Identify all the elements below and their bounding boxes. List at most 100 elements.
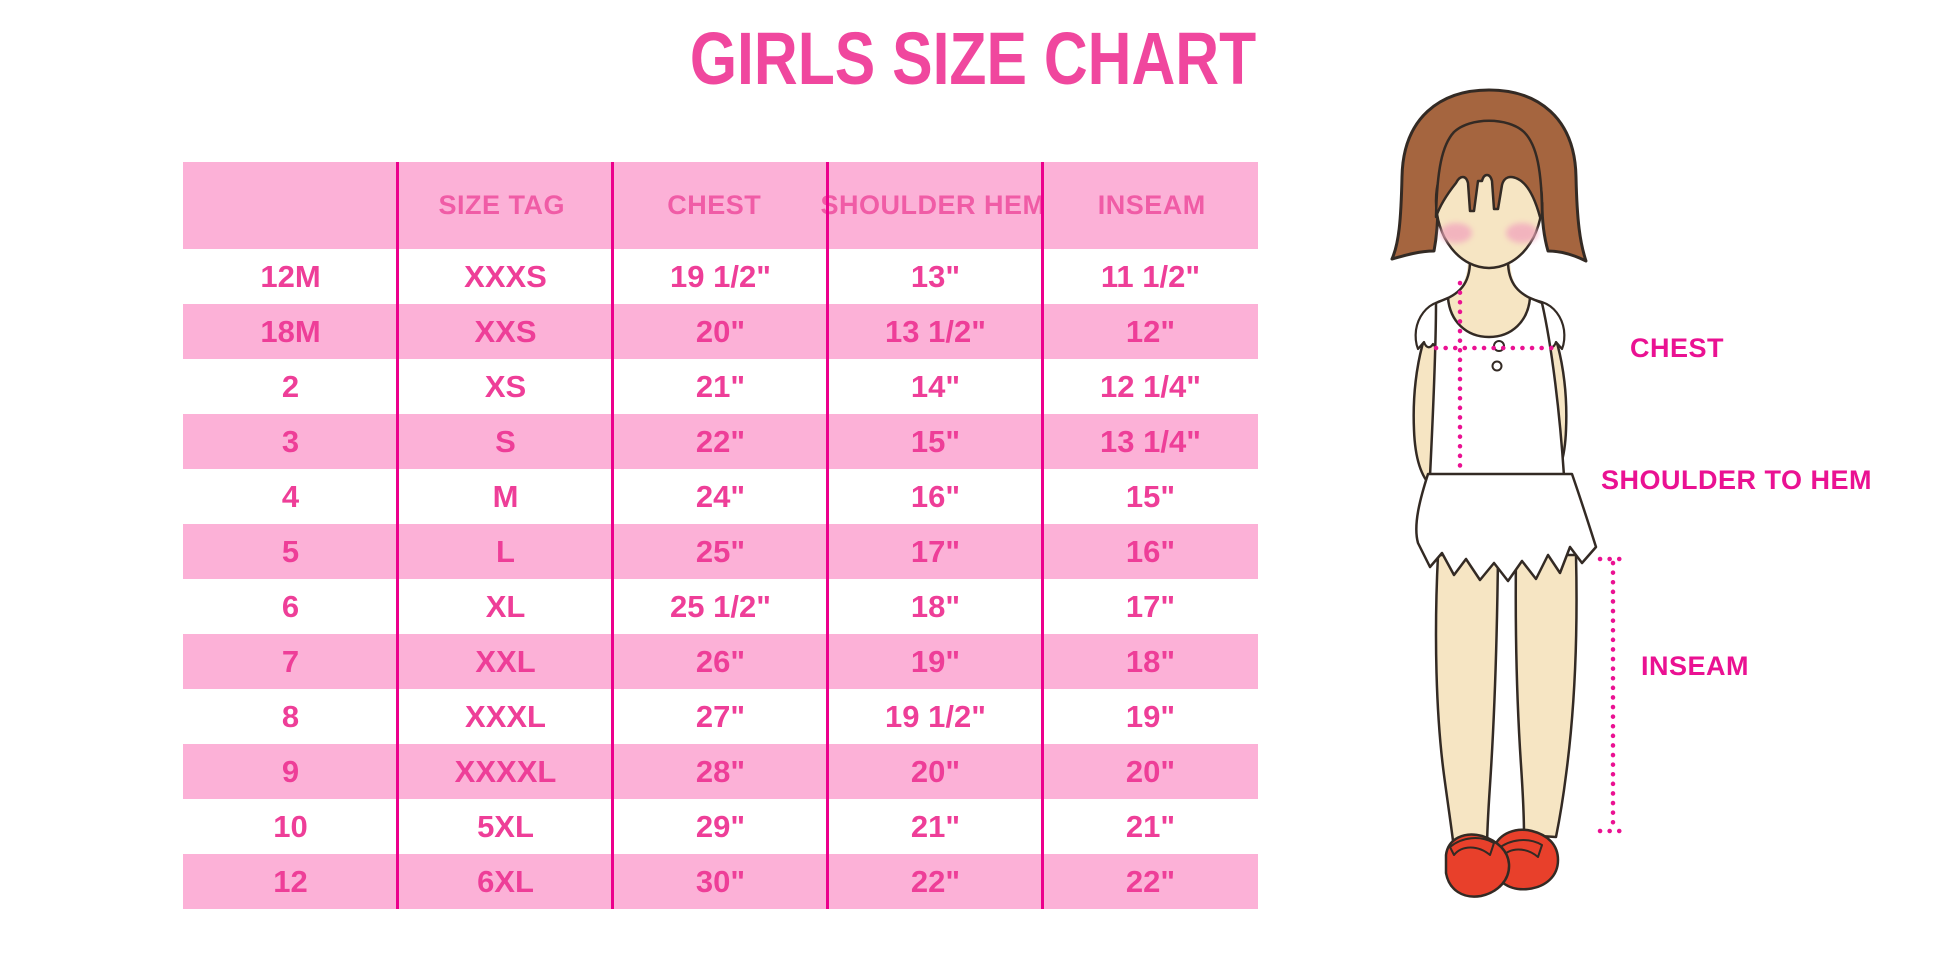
cell-chest: 30": [695, 863, 746, 899]
cell-size: 12M: [260, 258, 321, 294]
cell-inseam: 16": [1125, 533, 1176, 569]
cell-size-tag: 5XL: [477, 808, 534, 844]
cell-chest: 25": [695, 533, 746, 569]
table-row: 5 L 25" 17" 16": [183, 524, 1258, 579]
column-divider-1: [396, 162, 399, 909]
header-cell-shoulder-hem: SHOULDER HEM: [820, 190, 1046, 220]
cell-size: 2: [281, 368, 300, 404]
girl-leg-right: [1514, 553, 1578, 839]
cell-size-tag: XXXS: [464, 258, 547, 294]
cell-size: 18M: [260, 313, 321, 349]
table-row: 9 XXXXL 28" 20" 20": [183, 744, 1258, 799]
header-cell-inseam: INSEAM: [1097, 190, 1206, 220]
cell-size-tag: XS: [484, 368, 527, 404]
cell-inseam: 20": [1125, 753, 1176, 789]
table-body: 12M XXXS 19 1/2" 13" 11 1/2" 18M XXS 20" 13 1/2"…: [183, 249, 1258, 909]
cell-inseam: 13 1/4": [1100, 423, 1201, 459]
cell-size-tag: XL: [485, 588, 526, 624]
girl-blush-right: [1506, 223, 1538, 243]
table-row: 4 M 24" 16" 15": [183, 469, 1258, 524]
shoulder-to-hem-measure-label: SHOULDER TO HEM: [1601, 465, 1873, 495]
cell-chest: 19 1/2": [670, 258, 771, 294]
cell-size: 10: [273, 808, 308, 844]
cell-chest: 21": [695, 368, 746, 404]
cell-size: 12: [273, 863, 308, 899]
table-header-row: SIZE TAG CHEST SHOULDER HEM INSEAM: [183, 162, 1258, 249]
table-row: 12 6XL 30" 22" 22": [183, 854, 1258, 909]
header-cell-blank: [183, 162, 395, 249]
girl-top: [1428, 296, 1566, 478]
cell-chest: 29": [695, 808, 746, 844]
girl-illustration: [1390, 88, 1629, 898]
table-row: 8 XXXL 27" 19 1/2" 19": [183, 689, 1258, 744]
cell-chest: 24": [695, 478, 746, 514]
table-row: 12M XXXS 19 1/2" 13" 11 1/2": [183, 249, 1258, 304]
column-divider-2: [611, 162, 614, 909]
cell-size: 5: [281, 533, 300, 569]
girl-skirt: [1415, 472, 1598, 583]
cell-inseam: 18": [1125, 643, 1176, 679]
cell-shoulder-hem: 17": [910, 533, 961, 569]
inseam-measure-label: INSEAM: [1641, 651, 1750, 681]
table-row: 10 5XL 29" 21" 21": [183, 799, 1258, 854]
cell-size-tag: XXL: [475, 643, 536, 679]
table-row: 18M XXS 20" 13 1/2" 12": [183, 304, 1258, 359]
girl-leg-left: [1434, 553, 1500, 851]
cell-size-tag: XXXXL: [454, 753, 557, 789]
cell-shoulder-hem: 22": [910, 863, 961, 899]
cell-shoulder-hem: 19": [910, 643, 961, 679]
cell-size: 4: [281, 478, 300, 514]
cell-shoulder-hem: 16": [910, 478, 961, 514]
cell-chest: 28": [695, 753, 746, 789]
cell-inseam: 15": [1125, 478, 1176, 514]
cell-size-tag: S: [495, 423, 516, 459]
girl-bangs: [1434, 119, 1544, 219]
table-row: 2 XS 21" 14" 12 1/4": [183, 359, 1258, 414]
cell-shoulder-hem: 19 1/2": [885, 698, 986, 734]
cell-shoulder-hem: 21": [910, 808, 961, 844]
girl-shoe-right-strap: [1497, 839, 1543, 858]
cell-size: 9: [281, 753, 300, 789]
cell-chest: 20": [695, 313, 746, 349]
cell-shoulder-hem: 14": [910, 368, 961, 404]
chest-measure-label: CHEST: [1630, 333, 1725, 363]
cell-size-tag: 6XL: [477, 863, 534, 899]
cell-chest: 25 1/2": [670, 588, 771, 624]
cell-size-tag: L: [496, 533, 515, 569]
column-divider-3: [826, 162, 829, 909]
size-table: SIZE TAG CHEST SHOULDER HEM INSEAM 12M XX…: [183, 162, 1258, 909]
cell-inseam: 21": [1125, 808, 1176, 844]
cell-inseam: 11 1/2": [1100, 258, 1201, 294]
cell-size: 3: [281, 423, 300, 459]
girl-blush-left: [1440, 223, 1472, 243]
header-cell-chest: CHEST: [667, 190, 762, 220]
cell-inseam: 12 1/4": [1100, 368, 1201, 404]
girl-top-button-2: [1491, 360, 1503, 372]
cell-size-tag: M: [492, 478, 519, 514]
cell-size-tag: XXXL: [465, 698, 546, 734]
girl-neck: [1436, 257, 1542, 343]
cell-size: 7: [281, 643, 300, 679]
cell-chest: 26": [695, 643, 746, 679]
cell-inseam: 12": [1125, 313, 1176, 349]
cell-chest: 22": [695, 423, 746, 459]
cell-size: 8: [281, 698, 300, 734]
cell-size: 6: [281, 588, 300, 624]
table-row: 6 XL 25 1/2" 18" 17": [183, 579, 1258, 634]
cell-shoulder-hem: 13": [910, 258, 961, 294]
column-divider-4: [1041, 162, 1044, 909]
cell-inseam: 22": [1125, 863, 1176, 899]
cell-shoulder-hem: 13 1/2": [885, 313, 986, 349]
cell-inseam: 17": [1125, 588, 1176, 624]
cell-chest: 27": [695, 698, 746, 734]
cell-shoulder-hem: 20": [910, 753, 961, 789]
girl-shoe-left-strap: [1449, 837, 1495, 856]
cell-size-tag: XXS: [474, 313, 537, 349]
table-row: 7 XXL 26" 19" 18": [183, 634, 1258, 689]
cell-inseam: 19": [1125, 698, 1176, 734]
cell-shoulder-hem: 15": [910, 423, 961, 459]
header-cell-size-tag: SIZE TAG: [438, 190, 565, 220]
cell-shoulder-hem: 18": [910, 588, 961, 624]
table-row: 3 S 22" 15" 13 1/4": [183, 414, 1258, 469]
page-title: GIRLS SIZE CHART: [689, 17, 1257, 100]
